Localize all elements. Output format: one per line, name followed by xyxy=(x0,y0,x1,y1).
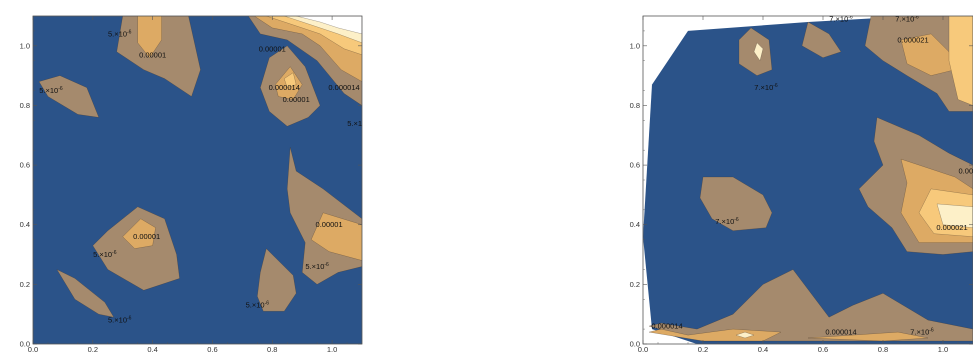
contour-label: 0.000014 xyxy=(269,83,300,92)
y-tick-label: 1.0 xyxy=(630,41,640,50)
contour-region xyxy=(648,328,782,342)
y-tick-label: 0.6 xyxy=(20,161,30,170)
contour-label-group: 7.×10-6 7.×10-6 0.000021 7.×10-6 0.0000 7.×10… xyxy=(651,14,973,337)
contour-region xyxy=(699,176,773,231)
y-tick-label: 1.0 xyxy=(20,41,30,50)
contour-region xyxy=(310,212,362,261)
contour-label: 0.00001 xyxy=(139,50,166,59)
contour-label: 0.0000 xyxy=(959,167,973,176)
contour-label: 5.×10-6 xyxy=(93,250,117,259)
contour-region xyxy=(38,75,100,118)
x-tick-label: 0.6 xyxy=(818,345,828,354)
contour-label: 7.×10-6 xyxy=(829,14,853,23)
contour-label: 7.×10-6 xyxy=(754,83,778,92)
contour-label: 5.×10-6 xyxy=(347,119,371,128)
contour-region xyxy=(56,269,115,318)
y-tick-label: 0.8 xyxy=(630,101,640,110)
contour-region xyxy=(296,16,362,35)
contour-region xyxy=(137,16,162,59)
contour-fill-group xyxy=(33,16,362,344)
contour-fill-group xyxy=(643,16,973,344)
y-tick-label: 0.2 xyxy=(630,280,640,289)
contour-label: 0.000021 xyxy=(936,223,967,232)
contour-label: 5.×10-6 xyxy=(108,29,132,38)
contour-label: 0.00001 xyxy=(316,220,343,229)
contour-region xyxy=(753,42,764,62)
x-tick-label: 0.8 xyxy=(878,345,888,354)
x-tick-label: 0.0 xyxy=(638,345,648,354)
contour-label: 0.000014 xyxy=(825,328,856,337)
left-contour-plot: 0.0 0.2 0.4 0.6 0.8 1.0 0.0 0.2 0.4 0.6 0.8 1.0 5.×1… xyxy=(20,15,371,354)
contour-label: 0.000014 xyxy=(328,83,359,92)
y-tick-label: 0.8 xyxy=(20,101,30,110)
y-tick-label: 0.4 xyxy=(20,220,30,229)
y-tick-label: 0.0 xyxy=(20,340,30,349)
contour-label: 0.00001 xyxy=(133,232,160,241)
contour-region xyxy=(735,331,755,339)
x-tick-label: 0.4 xyxy=(147,345,157,354)
x-tick-label: 0.6 xyxy=(207,345,217,354)
contour-region xyxy=(807,331,929,342)
x-tick-label: 0.2 xyxy=(698,345,708,354)
x-tick-label: 1.0 xyxy=(938,345,948,354)
contour-label: 0.00001 xyxy=(283,95,310,104)
y-tick-label: 0.6 xyxy=(630,161,640,170)
x-tick-label: 0.8 xyxy=(267,345,277,354)
contour-label: 0.00001 xyxy=(259,44,286,53)
contour-region xyxy=(801,21,842,58)
contour-label: 5.×10-6 xyxy=(246,301,270,310)
contour-region xyxy=(283,72,297,88)
contour-region xyxy=(648,269,973,342)
contour-label: 5.×10-6 xyxy=(39,86,63,95)
x-tick-label: 0.4 xyxy=(758,345,768,354)
right-contour-plot: 0.0 0.2 0.4 0.6 0.8 1.0 0.0 0.2 0.4 0.6 0.8 1.0 7.×1… xyxy=(630,14,973,354)
contour-label: 7.×10-6 xyxy=(895,14,919,23)
contour-region xyxy=(948,16,973,106)
x-tick-label: 0.0 xyxy=(28,345,38,354)
y-tick-label: 0.0 xyxy=(630,340,640,349)
contour-label: 0.000014 xyxy=(651,322,682,331)
y-tick-label: 0.2 xyxy=(20,280,30,289)
x-tick-label: 0.2 xyxy=(88,345,98,354)
contour-label: 7.×10-6 xyxy=(910,328,934,337)
x-tick-label: 1.0 xyxy=(327,345,337,354)
contour-label: 5.×10-6 xyxy=(305,262,329,271)
domain-region xyxy=(643,16,973,344)
contour-label: 7.×10-6 xyxy=(715,217,739,226)
contour-label: 0.000021 xyxy=(897,35,928,44)
contour-region xyxy=(122,218,156,249)
y-tick-label: 0.4 xyxy=(630,220,640,229)
contour-region xyxy=(257,248,297,312)
contour-label: 5.×10-6 xyxy=(108,316,132,325)
contour-region xyxy=(936,203,973,228)
contour-label-group: 5.×10-6 0.00001 0.00001 5.×10-6 0.000014 0.00… xyxy=(39,29,371,325)
